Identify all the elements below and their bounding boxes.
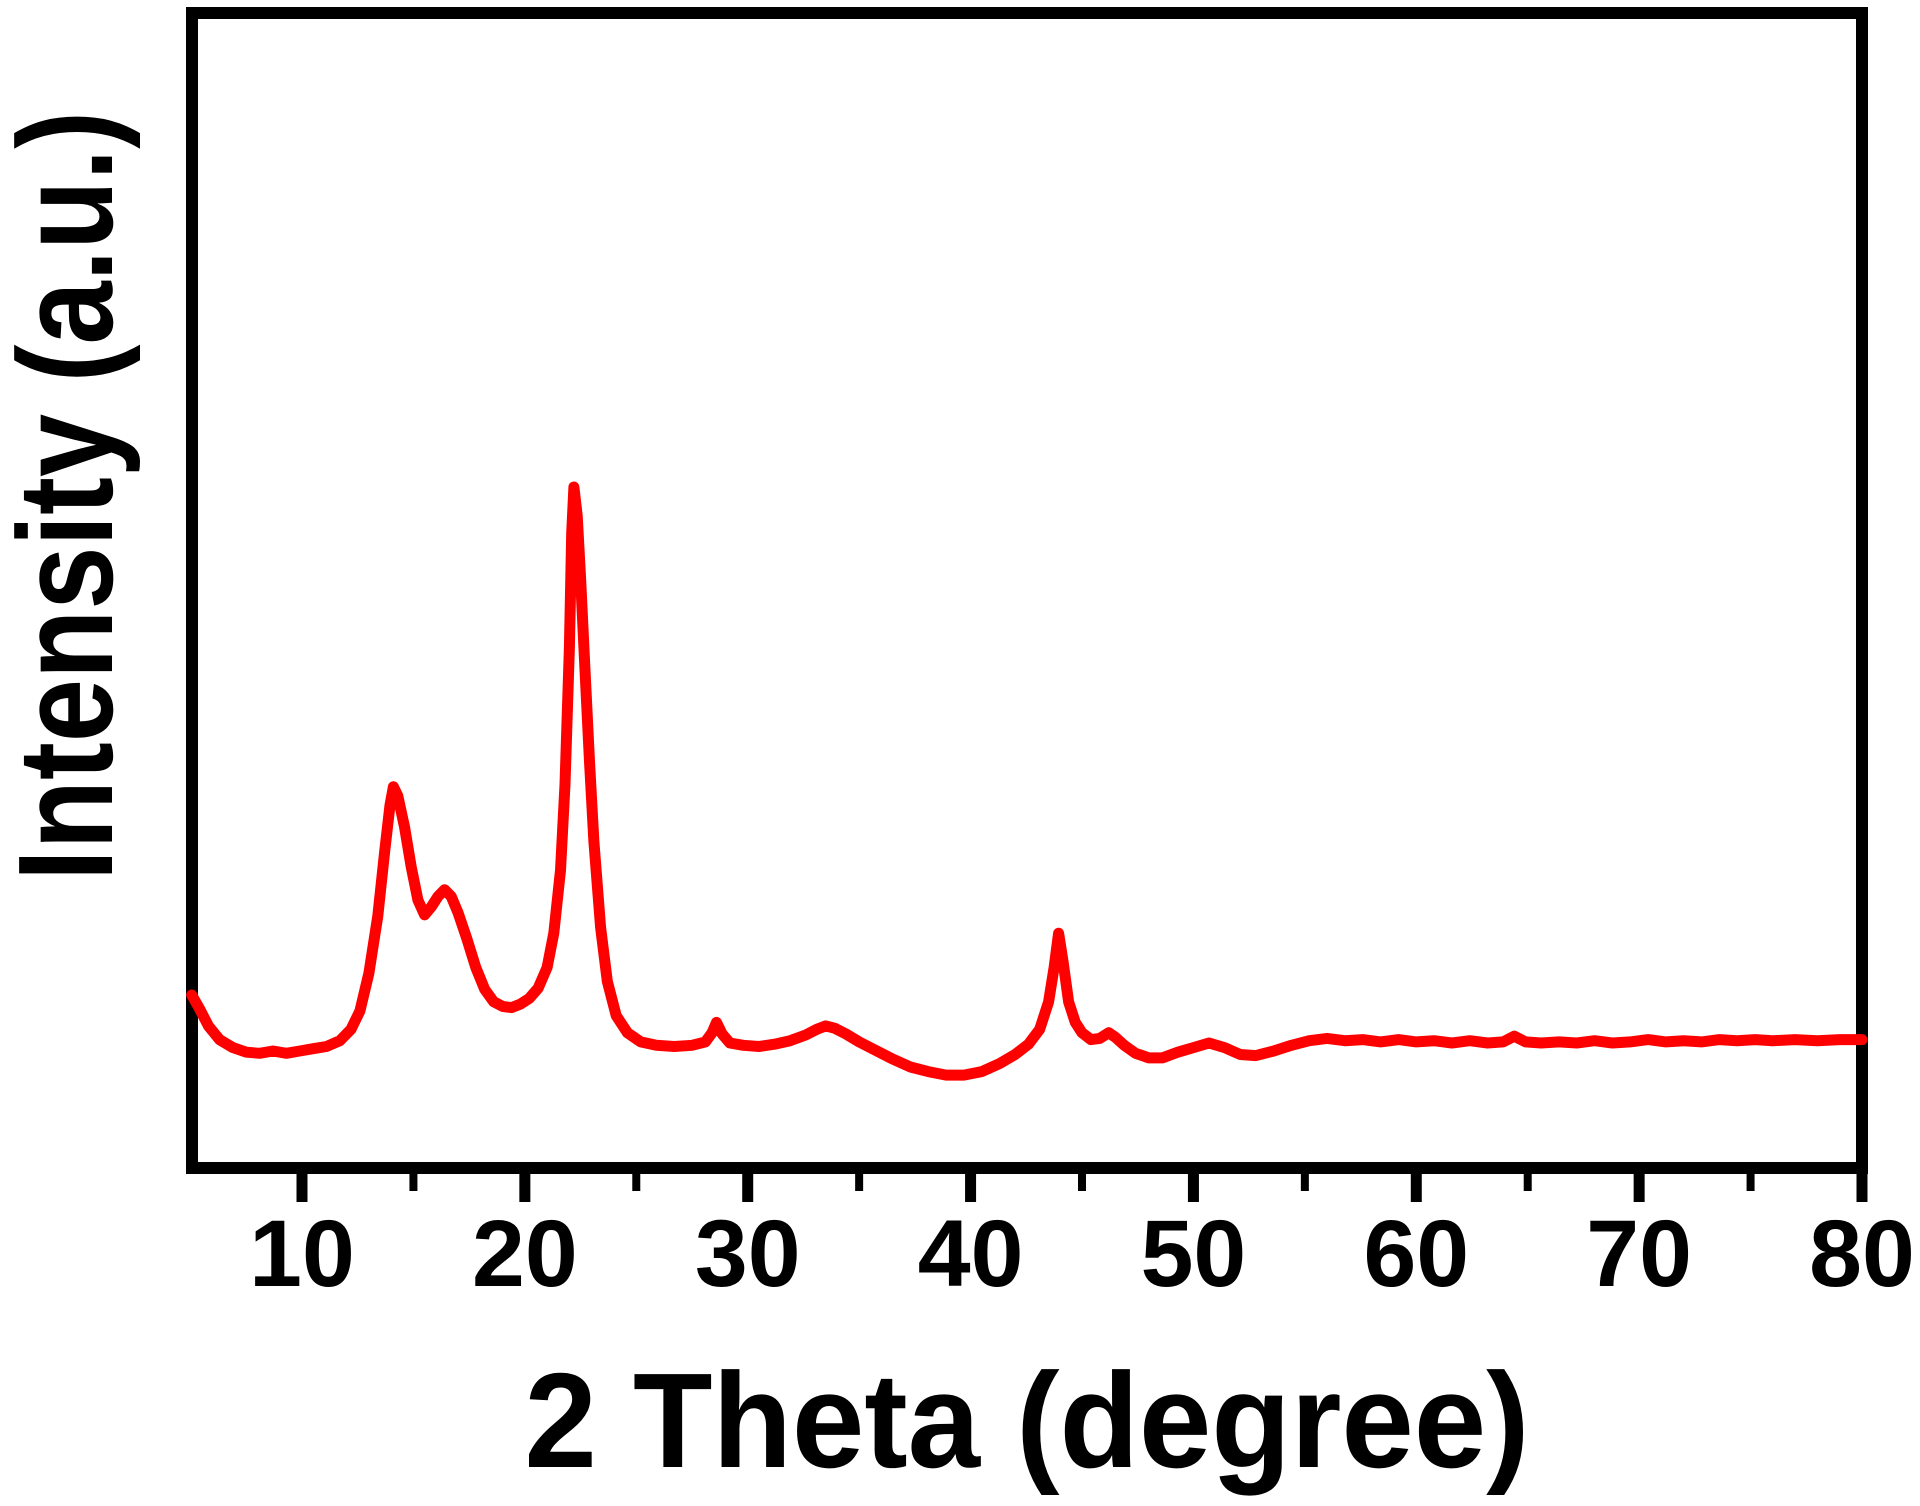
x-axis-title: 2 Theta (degree): [525, 1345, 1530, 1496]
x-axis-tick-label: 10: [249, 1201, 355, 1307]
y-axis-title: Intensity (a.u.): [0, 111, 141, 881]
x-axis-tick-label: 30: [695, 1201, 801, 1307]
x-axis-tick-label: 40: [918, 1201, 1024, 1307]
x-axis-tick-label: 70: [1586, 1201, 1692, 1307]
xrd-curve: [186, 481, 1868, 1081]
x-axis-tick-label: 60: [1363, 1201, 1469, 1307]
x-axis-tick-label: 20: [472, 1201, 578, 1307]
plot-frame: [186, 7, 1868, 1174]
x-axis-tick-label: 50: [1141, 1201, 1247, 1307]
x-axis-ticks: [296, 1168, 1868, 1202]
x-axis-tick-label: 80: [1809, 1201, 1915, 1307]
x-axis-tick-labels: 10 20 30 40 50 60 70 80: [249, 1201, 1915, 1307]
